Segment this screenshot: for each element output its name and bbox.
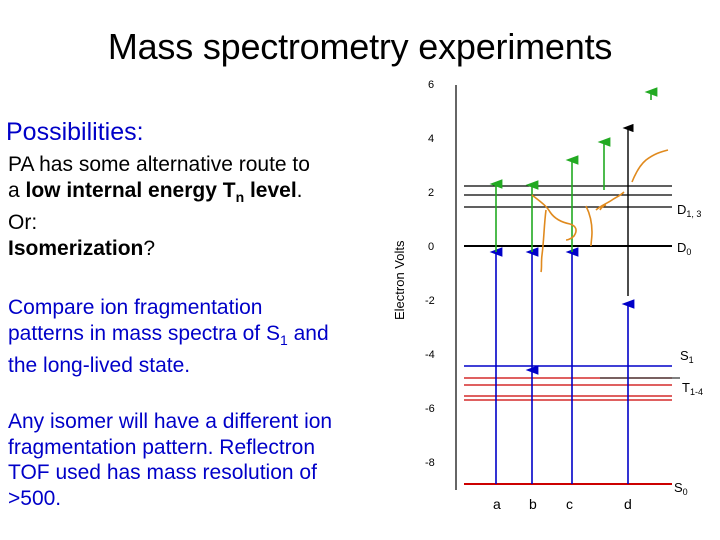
- column-label-d: d: [624, 496, 632, 512]
- level-label-sub: 1: [689, 355, 694, 365]
- bold-phrase: Isomerization: [8, 236, 144, 260]
- text-line: the long-lived state.: [8, 354, 191, 378]
- text-fragment: and: [287, 321, 329, 345]
- subscript: 1: [279, 331, 288, 348]
- svg-text:S1: S1: [680, 348, 694, 365]
- trace-d-small: [599, 204, 607, 211]
- level-label: D: [677, 240, 686, 255]
- page-title: Mass spectrometry experiments: [107, 26, 613, 67]
- energy-level-diagram: Electron Volts 6 4 2 0 -2 -4 -6 -8 D1, 3…: [392, 79, 703, 512]
- text-line: Compare ion fragmentation: [8, 296, 263, 319]
- text-line: Isomerization?: [8, 236, 388, 262]
- text-line: Or:: [8, 211, 38, 235]
- level-label-sub: 0: [683, 487, 688, 497]
- y-tick-label: -8: [425, 457, 435, 469]
- spectral-traces: [531, 149, 669, 273]
- text-line: patterns in mass spectra of S1 and: [8, 321, 388, 354]
- trace-c: [585, 205, 593, 247]
- y-ticks: 6 4 2 0 -2 -4 -6 -8: [425, 79, 435, 469]
- text-fragment: patterns in mass spectra of S: [8, 321, 280, 345]
- bold-phrase: low internal energy T: [25, 178, 236, 202]
- text-fragment: ?: [143, 236, 156, 260]
- trace-c-upper: [595, 191, 625, 211]
- text-line: TOF used has mass resolution of: [8, 461, 317, 484]
- column-label-a: a: [493, 496, 501, 512]
- svg-text:D0: D0: [677, 240, 691, 257]
- level-label: D: [677, 202, 686, 217]
- svg-text:T1-4: T1-4: [682, 380, 703, 397]
- y-tick-label: 0: [428, 241, 434, 253]
- column-label-c: c: [566, 496, 573, 512]
- text-fragment: a: [8, 178, 26, 202]
- y-tick-label: -6: [425, 403, 435, 415]
- y-axis-label: Electron Volts: [392, 240, 407, 320]
- energy-levels: [464, 185, 680, 485]
- text-line: PA has some alternative route to: [8, 153, 310, 176]
- level-label-sub: 1, 3: [686, 209, 701, 219]
- text-line: a low internal energy Tn level.: [8, 178, 388, 211]
- text-line: Any isomer will have a different ion: [8, 410, 333, 433]
- trace-d: [631, 149, 669, 183]
- y-tick-label: 6: [428, 79, 434, 91]
- level-label-sub: 1-4: [690, 387, 703, 397]
- possibilities-heading: Possibilities:: [6, 118, 144, 146]
- level-label: S: [680, 348, 689, 363]
- level-label: T: [682, 380, 690, 395]
- y-tick-label: 2: [428, 187, 434, 199]
- subscript: n: [235, 188, 245, 205]
- y-tick-label: -4: [425, 349, 435, 361]
- level-label-sub: 0: [686, 247, 691, 257]
- svg-text:D1, 3: D1, 3: [677, 202, 701, 219]
- y-tick-label: 4: [428, 133, 434, 145]
- text-block-hypotheses: PA has some alternative route to a low i…: [8, 152, 388, 261]
- text-block-isomer: Any isomer will have a different ion fra…: [8, 409, 388, 511]
- level-labels: D1, 3 D0 S1 T1-4 S0: [674, 202, 703, 497]
- column-labels: a b c d: [493, 496, 632, 512]
- svg-text:S0: S0: [674, 480, 688, 497]
- bold-phrase: level: [244, 178, 297, 202]
- trace-b: [531, 194, 577, 241]
- column-label-b: b: [529, 496, 537, 512]
- text-line: fragmentation pattern. Reflectron: [8, 435, 316, 459]
- text-line: >500.: [8, 486, 62, 510]
- y-tick-label: -2: [425, 295, 435, 307]
- trace-b-lower: [540, 209, 547, 273]
- text-fragment: .: [296, 178, 303, 202]
- level-label: S: [674, 480, 683, 495]
- transitions: [489, 87, 658, 484]
- text-block-compare: Compare ion fragmentation patterns in ma…: [8, 295, 388, 379]
